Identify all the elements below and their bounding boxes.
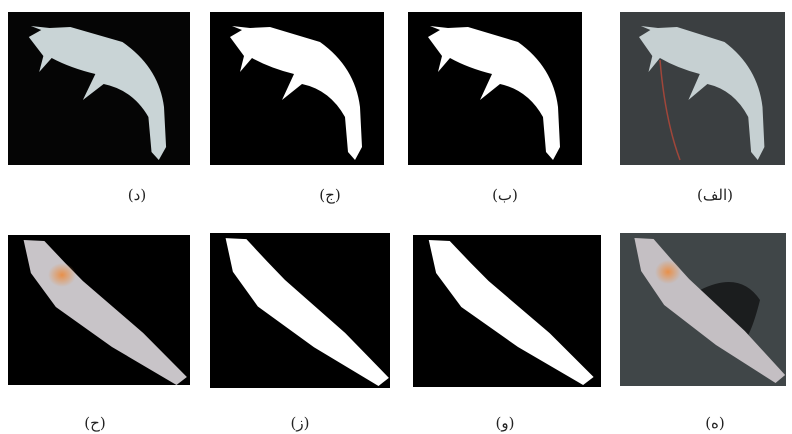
panel-label: (د) (127, 186, 147, 204)
panel-label: (ب) (492, 186, 518, 204)
panel-h (8, 235, 190, 385)
panel-alef (620, 12, 785, 165)
panel-he (620, 233, 786, 386)
panel-j (210, 12, 384, 165)
panel-z (210, 233, 390, 388)
panel-d (8, 12, 190, 165)
panel-v (413, 235, 601, 387)
panel-label: (الف) (697, 186, 733, 204)
panel-b (408, 12, 582, 165)
panel-label: (ح) (84, 414, 106, 432)
panel-label: (و) (495, 414, 515, 432)
panel-label: (ه) (705, 414, 725, 432)
panel-label: (ج) (319, 186, 341, 204)
panel-label: (ز) (290, 414, 310, 432)
